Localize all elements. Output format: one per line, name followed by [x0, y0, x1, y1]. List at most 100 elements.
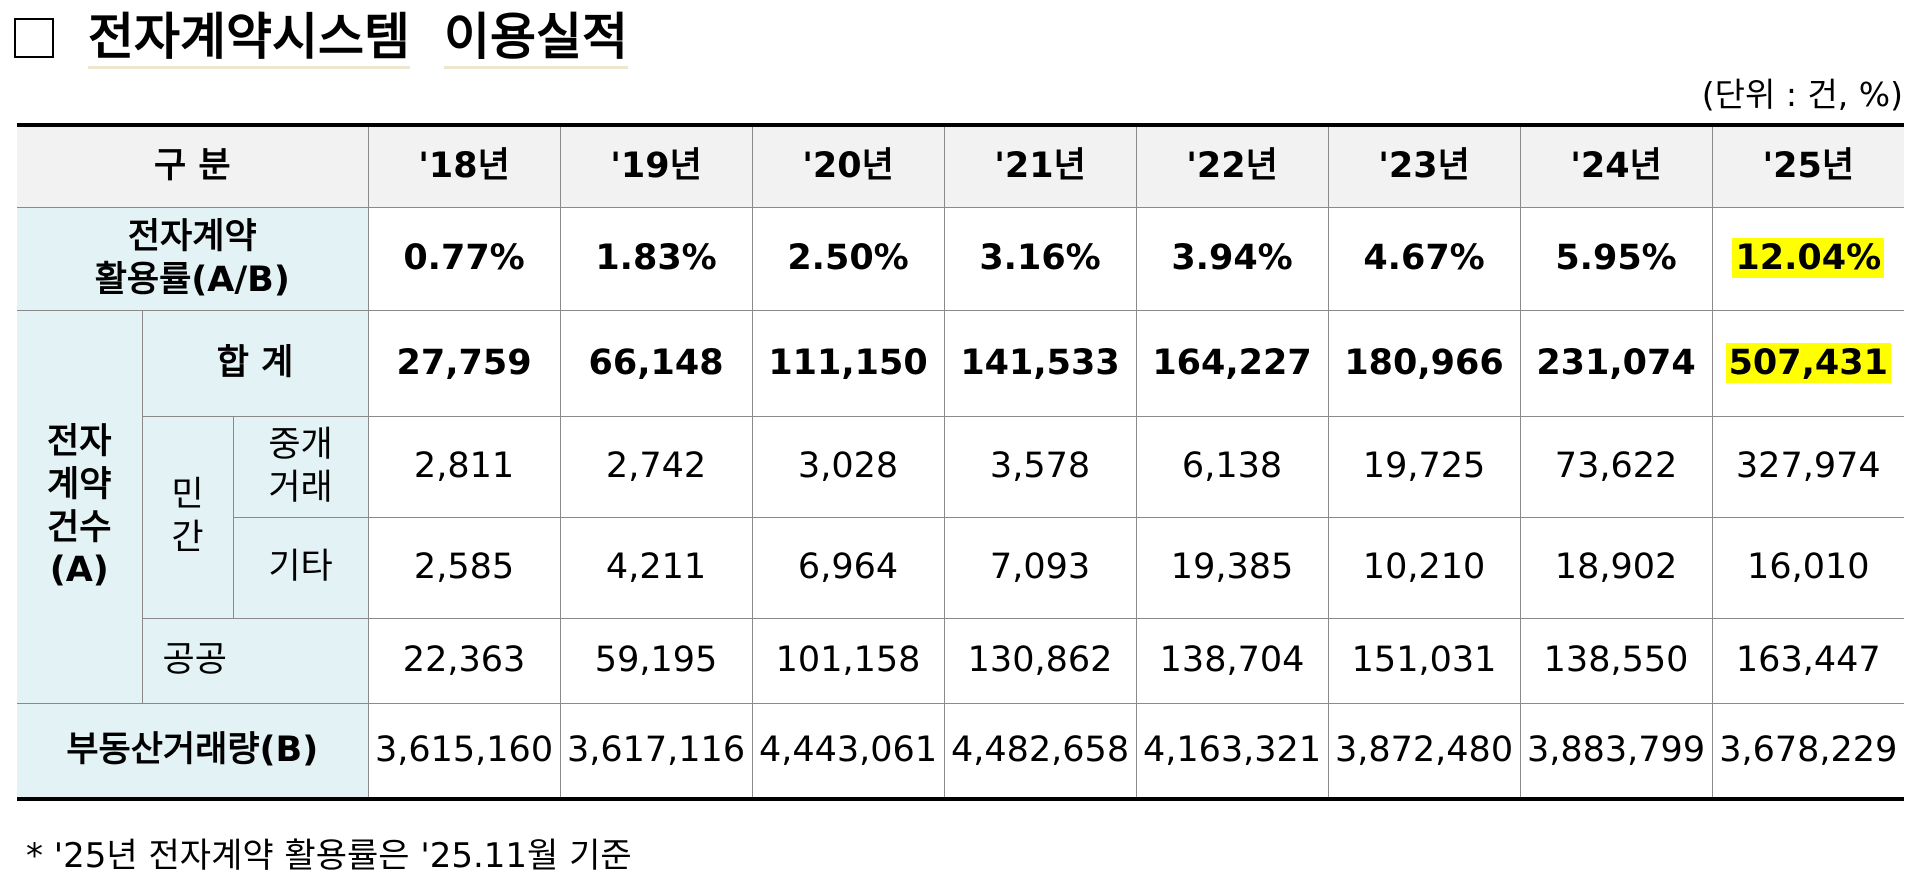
cell-text: 73,622	[1554, 446, 1678, 487]
cell-text: 0.77%	[403, 238, 525, 279]
label-line: 전자계약	[127, 216, 257, 257]
cell-text: 19,385	[1170, 547, 1294, 588]
footnote: * '25년 전자계약 활용률은 '25.11월 기준	[26, 836, 632, 876]
value-cell: 3.16%	[943, 206, 1137, 311]
volume-row: 부동산거래량(B) 3,615,160 3,617,116 4,443,061 4,4…	[17, 702, 1905, 801]
value-cell: 4,443,061	[751, 702, 945, 801]
label-line: (A)	[49, 550, 109, 591]
value-cell: 141,533	[943, 309, 1137, 417]
value-cell: 138,550	[1519, 617, 1713, 704]
cell-text: '25년	[1762, 146, 1855, 187]
value-cell: 3,617,116	[559, 702, 753, 801]
rate-row: 전자계약 활용률(A/B) 0.77% 1.83% 2.50% 3.16% 3.94% 4.…	[17, 206, 1905, 311]
value-cell: 164,227	[1135, 309, 1329, 417]
value-cell: 0.77%	[367, 206, 561, 311]
cell-text: 507,431	[1725, 342, 1891, 383]
cell-text: 163,447	[1735, 640, 1881, 681]
cell-text: 5.95%	[1555, 238, 1677, 279]
value-cell: '21년	[943, 123, 1137, 208]
value-cell: 1.83%	[559, 206, 753, 311]
cell-text: 141,533	[960, 342, 1120, 383]
value-cell: 4.67%	[1327, 206, 1521, 311]
value-cell: 6,138	[1135, 415, 1329, 518]
value-cell: 10,210	[1327, 516, 1521, 619]
cell-text: 2,585	[413, 547, 515, 588]
cell-text: 2.50%	[787, 238, 909, 279]
value-cell: 12.04%	[1711, 206, 1905, 311]
cell-text: 231,074	[1536, 342, 1696, 383]
value-cell: 59,195	[559, 617, 753, 704]
label-line: 활용률(A/B)	[94, 259, 290, 300]
cell-text: 111,150	[768, 342, 928, 383]
cell-text: 3.94%	[1171, 238, 1293, 279]
public-row: 공공 22,363 59,195 101,158 130,862 138,704 151,…	[17, 617, 1905, 704]
cell-text: '24년	[1570, 146, 1662, 187]
value-cell: '19년	[559, 123, 753, 208]
value-cell: 2,585	[367, 516, 561, 619]
value-cell: 73,622	[1519, 415, 1713, 518]
row-label: 중개 거래	[232, 415, 369, 518]
value-cell: '22년	[1135, 123, 1329, 208]
cell-text: 19,725	[1362, 446, 1486, 487]
cell-text: 180,966	[1344, 342, 1504, 383]
header-cell: 구 분	[17, 123, 369, 208]
cell-text: 138,550	[1543, 640, 1689, 681]
value-cell: 19,385	[1135, 516, 1329, 619]
cell-text: 1.83%	[595, 238, 717, 279]
cell-text: 3,883,799	[1526, 729, 1706, 770]
label-line: 건수	[47, 507, 112, 548]
value-cell: '24년	[1519, 123, 1713, 208]
cell-text: 4,443,061	[758, 729, 938, 770]
value-cell: '25년	[1711, 123, 1905, 208]
title-word: 이용실적	[444, 8, 628, 69]
cell-text: '20년	[802, 146, 894, 187]
row-label: 합 계	[141, 309, 369, 417]
cell-text: 7,093	[989, 547, 1091, 588]
value-cell: '23년	[1327, 123, 1521, 208]
value-cell: 2.50%	[751, 206, 945, 311]
title-word: 전자계약시스템	[88, 8, 410, 69]
value-cell: 3,883,799	[1519, 702, 1713, 801]
cell-text: '19년	[610, 146, 702, 187]
unit-note: (단위 : 건, %)	[1701, 75, 1903, 114]
cell-text: '22년	[1186, 146, 1278, 187]
cell-text: 59,195	[594, 640, 718, 681]
value-cell: 180,966	[1327, 309, 1521, 417]
cell-text: '18년	[418, 146, 510, 187]
value-cell: 2,811	[367, 415, 561, 518]
cell-text: 327,974	[1735, 446, 1881, 487]
value-cell: 3,578	[943, 415, 1137, 518]
cell-text: 3.16%	[979, 238, 1101, 279]
cell-text: 3,872,480	[1334, 729, 1514, 770]
header-row: 구 분 '18년 '19년 '20년 '21년 '22년 '23년 '24년 '25년	[17, 123, 1905, 208]
value-cell: 16,010	[1711, 516, 1905, 619]
label-line: 간	[171, 518, 204, 558]
row-label: 공공	[142, 617, 369, 704]
cell-text: 4.67%	[1363, 238, 1485, 279]
label-line: 전자	[47, 422, 112, 463]
row-label: 전자계약 활용률(A/B)	[17, 206, 369, 311]
cell-text: 3,028	[797, 446, 899, 487]
value-cell: 507,431	[1711, 309, 1905, 417]
cell-text: 2,811	[413, 446, 515, 487]
value-cell: 27,759	[367, 309, 561, 417]
label-line: 계약	[47, 464, 112, 505]
cell-text: '21년	[994, 146, 1086, 187]
value-cell: 163,447	[1711, 617, 1905, 704]
row-label: 전자 계약 건수 (A)	[17, 309, 143, 704]
cell-text: 3,615,160	[374, 729, 554, 770]
cell-text: 4,163,321	[1142, 729, 1322, 770]
value-cell: 3.94%	[1135, 206, 1329, 311]
value-cell: 231,074	[1519, 309, 1713, 417]
value-cell: 3,615,160	[367, 702, 561, 801]
cell-text: 16,010	[1747, 547, 1870, 588]
stats-table: 구 분 '18년 '19년 '20년 '21년 '22년 '23년 '24년 '25년 전자계…	[17, 123, 1905, 801]
value-cell: 327,974	[1711, 415, 1905, 518]
value-cell: 18,902	[1519, 516, 1713, 619]
cell-text: 3,678,229	[1719, 729, 1898, 770]
value-cell: 111,150	[751, 309, 945, 417]
value-cell: 3,678,229	[1711, 702, 1905, 801]
cell-text: '23년	[1378, 146, 1470, 187]
value-cell: 4,211	[559, 516, 753, 619]
